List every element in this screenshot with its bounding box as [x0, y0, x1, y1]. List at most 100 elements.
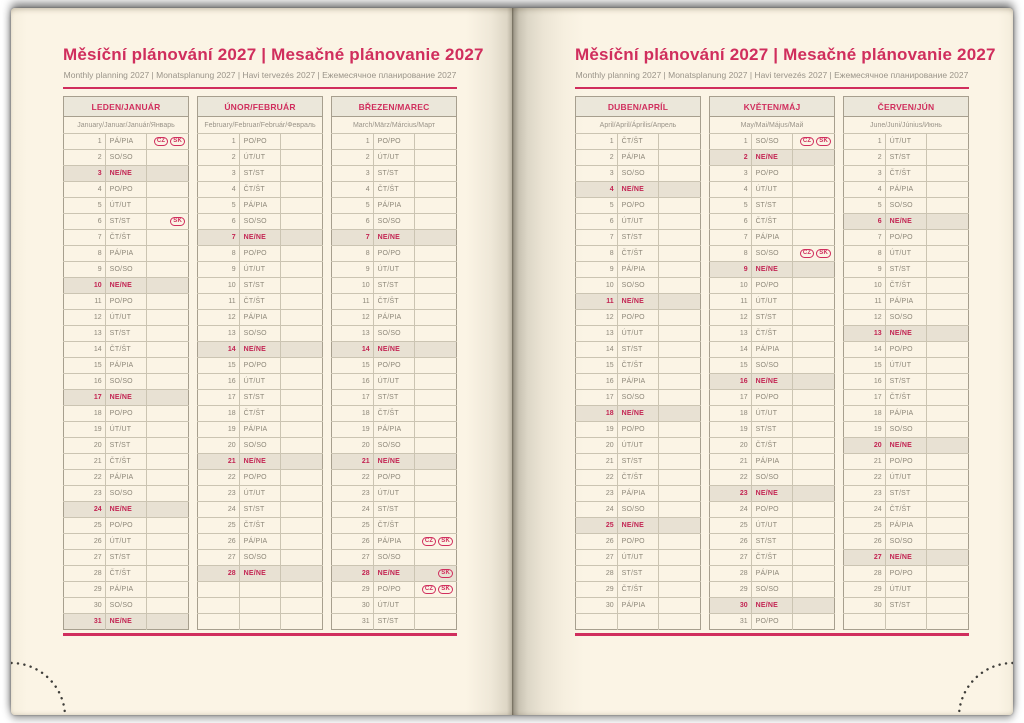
day-row: 7 PO/PO: [843, 229, 969, 246]
month-name: ČERVEN/JÚN: [843, 96, 969, 117]
day-row: 6 ST/ST SK: [63, 213, 189, 230]
day-row: 3 ST/ST: [197, 165, 323, 182]
notes-cell: [658, 501, 701, 518]
weekday-abbr: ČT/ŠT: [373, 181, 416, 198]
day-number: 18: [709, 405, 752, 422]
month-name: LEDEN/JANUÁR: [63, 96, 189, 117]
day-row: 25 ČT/ŠT: [197, 517, 323, 534]
day-row: 18 PO/PO: [63, 405, 189, 422]
notes-cell: [146, 421, 189, 438]
day-number: 27: [63, 549, 106, 566]
month-subtitle: May/Mai/Május/Май: [709, 116, 835, 134]
day-row: 2 ÚT/UT: [331, 149, 457, 166]
weekday-abbr: [239, 581, 282, 598]
day-row: 27 NE/NE: [843, 549, 969, 566]
day-number: 19: [709, 421, 752, 438]
holiday-badge-sk-icon: SK: [438, 537, 453, 546]
day-row: 23 SO/SO: [63, 485, 189, 502]
weekday-abbr: PÁ/PIA: [239, 309, 282, 326]
weekday-abbr: ÚT/UT: [239, 261, 282, 278]
day-row: 28 NE/NE: [197, 565, 323, 582]
day-row: 14 PÁ/PIA: [709, 341, 835, 358]
month-table: DUBEN/APRÍL April/April/Április/Апрель 1…: [575, 96, 701, 630]
weekday-abbr: PÁ/PIA: [373, 309, 416, 326]
notes-cell: [926, 133, 969, 150]
day-number: 12: [709, 309, 752, 326]
day-row: 29 PÁ/PIA: [63, 581, 189, 598]
day-row: 29 ČT/ŠT: [575, 581, 701, 598]
day-row: 8 PO/PO: [331, 245, 457, 262]
weekday-abbr: NE/NE: [373, 229, 416, 246]
weekday-abbr: PO/PO: [885, 229, 928, 246]
notes-cell: [658, 245, 701, 262]
notes-cell: [146, 229, 189, 246]
weekday-abbr: PO/PO: [885, 565, 928, 582]
notes-cell: [280, 453, 323, 470]
notes-cell: [146, 389, 189, 406]
holiday-badge-sk-icon: SK: [438, 569, 453, 578]
day-row: 5 PÁ/PIA: [197, 197, 323, 214]
day-row: 10 ST/ST: [197, 277, 323, 294]
weekday-abbr: PÁ/PIA: [105, 133, 148, 150]
notes-cell: [658, 373, 701, 390]
perforation-arc-right: [957, 661, 1013, 715]
day-number: 8: [709, 245, 752, 262]
day-number: 8: [843, 245, 886, 262]
day-number: 21: [575, 453, 618, 470]
day-number: 16: [197, 373, 240, 390]
notes-cell: [414, 165, 457, 182]
day-number: 28: [197, 565, 240, 582]
notes-cell: [146, 581, 189, 598]
day-number: 20: [197, 437, 240, 454]
notes-cell: [280, 197, 323, 214]
notes-cell: [280, 597, 323, 614]
weekday-abbr: ST/ST: [617, 565, 660, 582]
weekday-abbr: SO/SO: [105, 597, 148, 614]
day-row: 13 ST/ST: [63, 325, 189, 342]
weekday-abbr: ÚT/UT: [751, 517, 794, 534]
notes-cell: [926, 213, 969, 230]
day-row: 21 ČT/ŠT: [63, 453, 189, 470]
day-number: 9: [709, 261, 752, 278]
month-table: ÚNOR/FEBRUÁR February/Februar/Február/Фе…: [197, 96, 323, 630]
weekday-abbr: PO/PO: [373, 133, 416, 150]
weekday-abbr: ST/ST: [373, 501, 416, 518]
day-number: 10: [843, 277, 886, 294]
day-row: 2 PÁ/PIA: [575, 149, 701, 166]
day-row: 16 ST/ST: [843, 373, 969, 390]
day-number: 6: [843, 213, 886, 230]
notes-cell: [414, 277, 457, 294]
day-number: 25: [63, 517, 106, 534]
day-number: 2: [709, 149, 752, 166]
notes-cell: [927, 614, 969, 630]
weekday-abbr: ÚT/UT: [105, 197, 148, 214]
day-row: 1 PO/PO: [331, 133, 457, 150]
weekday-abbr: SO/SO: [885, 421, 928, 438]
notes-cell: [146, 613, 189, 630]
day-number: 13: [331, 325, 374, 342]
notes-cell: [792, 421, 835, 438]
day-number: 16: [575, 373, 618, 390]
weekday-abbr: SO/SO: [885, 533, 928, 550]
day-number: 9: [843, 261, 886, 278]
day-row: 26 ÚT/UT: [63, 533, 189, 550]
day-number: 12: [575, 309, 618, 326]
weekday-abbr: ÚT/UT: [617, 549, 660, 566]
day-row: 9 ÚT/UT: [331, 261, 457, 278]
weekday-abbr: PO/PO: [105, 405, 148, 422]
notes-cell: CZ SK: [414, 533, 457, 550]
day-row: 3 SO/SO: [575, 165, 701, 182]
empty-row: [197, 597, 323, 614]
notes-cell: [414, 229, 457, 246]
notes-cell: [280, 293, 323, 310]
weekday-abbr: PÁ/PIA: [617, 373, 660, 390]
weekday-abbr: ST/ST: [751, 309, 794, 326]
day-number: 29: [63, 581, 106, 598]
month-subtitle: February/Februar/Február/Февраль: [197, 116, 323, 134]
weekday-abbr: NE/NE: [751, 373, 794, 390]
day-number: 31: [709, 613, 752, 630]
weekday-abbr: PO/PO: [105, 517, 148, 534]
day-row: 20 SO/SO: [331, 437, 457, 454]
day-number: 9: [575, 261, 618, 278]
notes-cell: [792, 341, 835, 358]
